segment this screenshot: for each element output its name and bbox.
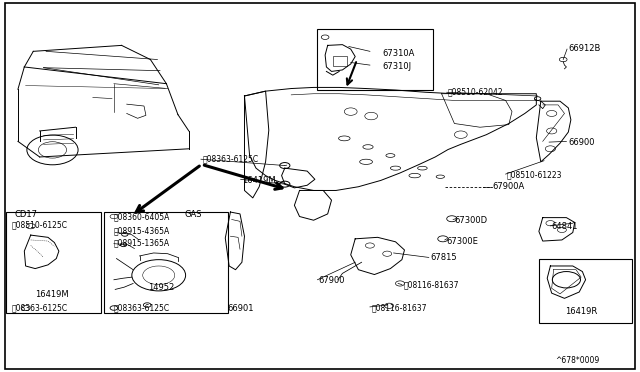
- Bar: [333, 56, 347, 66]
- Text: 16419M: 16419M: [35, 290, 69, 299]
- Text: 67300D: 67300D: [454, 216, 488, 225]
- Text: Ⓥ08915-4365A: Ⓥ08915-4365A: [114, 226, 170, 235]
- Text: CD17: CD17: [14, 210, 37, 219]
- Bar: [539, 259, 632, 323]
- Text: Ⓢ08510-61223: Ⓢ08510-61223: [507, 170, 563, 179]
- Text: 14952: 14952: [148, 283, 175, 292]
- Text: 64841: 64841: [552, 222, 578, 231]
- Text: 67815: 67815: [430, 253, 457, 262]
- Text: 67900A: 67900A: [493, 182, 525, 191]
- Text: 66912B: 66912B: [568, 44, 601, 53]
- Text: 67310J: 67310J: [383, 62, 412, 71]
- Bar: [6, 212, 101, 313]
- Text: ^678*0009: ^678*0009: [556, 356, 600, 365]
- Text: 16419R: 16419R: [565, 307, 597, 316]
- Text: 67310A: 67310A: [383, 49, 415, 58]
- Text: Ⓢ08363-6125C: Ⓢ08363-6125C: [114, 304, 170, 312]
- Text: Ⓑ08116-81637: Ⓑ08116-81637: [371, 304, 427, 312]
- Text: 66900: 66900: [568, 138, 595, 147]
- Text: 66901: 66901: [228, 304, 254, 312]
- Text: Ⓢ08510-62042: Ⓢ08510-62042: [448, 88, 504, 97]
- Text: 16419M: 16419M: [242, 176, 276, 185]
- Text: GAS: GAS: [184, 210, 202, 219]
- Text: Ⓢ08360-6405A: Ⓢ08360-6405A: [114, 212, 170, 221]
- Text: 67900: 67900: [319, 276, 345, 285]
- Text: Ⓥ08915-1365A: Ⓥ08915-1365A: [114, 238, 170, 247]
- Text: Ⓢ08363-6125C: Ⓢ08363-6125C: [12, 304, 68, 312]
- Text: Ⓑ08116-81637: Ⓑ08116-81637: [403, 281, 459, 290]
- Text: 67300E: 67300E: [446, 237, 478, 246]
- Text: Ⓢ08363-6125C: Ⓢ08363-6125C: [202, 155, 259, 164]
- Text: Ⓢ08510-6125C: Ⓢ08510-6125C: [12, 220, 68, 229]
- Bar: [104, 212, 228, 313]
- Bar: [317, 29, 433, 90]
